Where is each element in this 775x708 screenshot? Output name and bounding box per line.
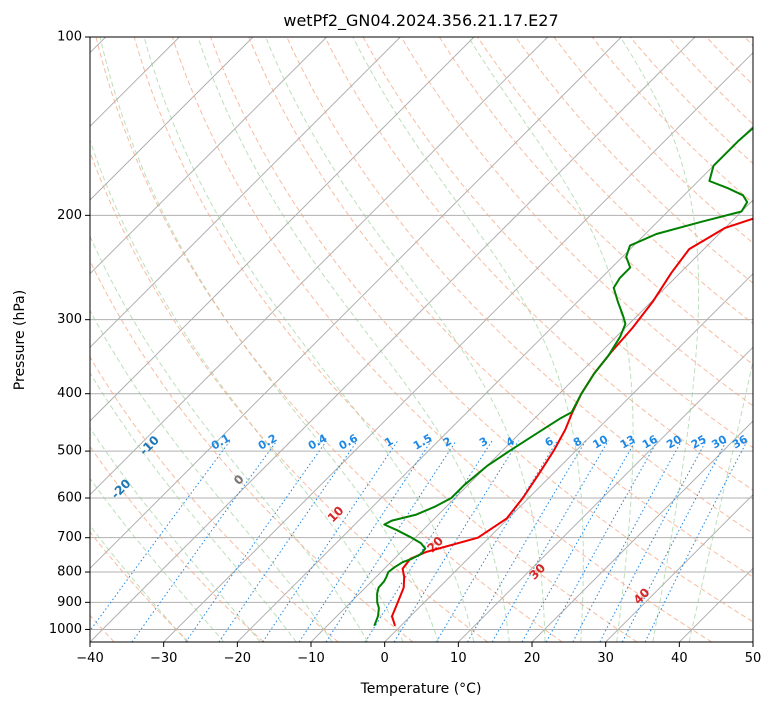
mixing-ratio-line bbox=[435, 440, 558, 642]
mixing-ratio-lines bbox=[90, 440, 748, 642]
mixing-ratio-line bbox=[185, 440, 328, 642]
mixing-ratio-line bbox=[572, 440, 683, 642]
mixing-ratio-line bbox=[644, 440, 748, 642]
moist-adiabat bbox=[90, 427, 261, 642]
moist-adiabats bbox=[90, 37, 753, 642]
plot-frame bbox=[89, 36, 754, 643]
moist-adiabat bbox=[90, 235, 369, 642]
y-tick-label: 800 bbox=[57, 565, 82, 580]
moist-adiabat bbox=[197, 37, 510, 642]
chart-title: wetPf2_GN04.2024.356.21.17.E27 bbox=[283, 11, 558, 31]
moist-adiabat bbox=[265, 37, 546, 642]
dry-adiabat bbox=[90, 150, 488, 642]
y-tick-label: 1000 bbox=[49, 622, 82, 637]
isotherm bbox=[457, 346, 753, 642]
mixing-ratio-line bbox=[491, 440, 609, 642]
moist-adiabat bbox=[619, 37, 700, 642]
x-tick-label: 50 bbox=[745, 651, 762, 666]
mixing-ratio-line bbox=[545, 440, 659, 642]
dry-adiabat bbox=[515, 37, 753, 284]
x-tick-label: 30 bbox=[597, 651, 614, 666]
mixing-ratio-line bbox=[393, 440, 520, 642]
pressure-gridlines bbox=[90, 37, 753, 630]
mixing-ratio-line bbox=[90, 440, 231, 632]
dry-adiabat bbox=[210, 37, 753, 623]
mixing-ratio-line bbox=[325, 440, 457, 642]
isotherm bbox=[90, 37, 401, 349]
x-tick-label: −20 bbox=[224, 651, 251, 666]
x-tick-label: −10 bbox=[297, 651, 324, 666]
isotherm bbox=[605, 493, 753, 642]
isotherm bbox=[531, 420, 753, 642]
isotherm bbox=[384, 272, 753, 642]
dry-adiabat bbox=[133, 37, 638, 642]
dry-adiabat bbox=[438, 37, 753, 366]
x-tick-label: 10 bbox=[450, 651, 467, 666]
dry-adiabat bbox=[171, 37, 712, 642]
mixing-ratio-line bbox=[467, 440, 587, 642]
x-tick-label: 20 bbox=[524, 651, 541, 666]
dewpoint-profile bbox=[373, 126, 753, 627]
dry-adiabat bbox=[90, 445, 264, 642]
isotherm bbox=[90, 37, 696, 642]
isotherm bbox=[163, 51, 753, 642]
mixing-ratio-line bbox=[131, 440, 278, 642]
isotherms bbox=[90, 37, 753, 642]
moist-adiabat bbox=[352, 37, 584, 642]
y-tick-label: 500 bbox=[57, 444, 82, 459]
x-tick-label: 0 bbox=[381, 651, 389, 666]
isotherm bbox=[90, 37, 549, 496]
y-tick-label: 600 bbox=[57, 491, 82, 506]
isotherm bbox=[90, 37, 622, 570]
moist-adiabat bbox=[90, 477, 225, 642]
dry-adiabat bbox=[324, 37, 753, 491]
dry-adiabat bbox=[90, 356, 339, 642]
y-axis-ticks: 100 200 300 400 500 600 700 800 900 1000 bbox=[49, 30, 90, 637]
isotherm bbox=[90, 37, 254, 201]
mixing-ratio-line bbox=[521, 440, 637, 642]
moist-adiabat bbox=[90, 371, 297, 642]
moist-adiabat bbox=[143, 37, 475, 642]
x-axis-ticks: −40 −30 −20 −10 0 10 20 30 40 50 bbox=[76, 642, 761, 666]
y-tick-label: 900 bbox=[57, 595, 82, 610]
y-tick-label: 400 bbox=[57, 386, 82, 401]
dry-adiabat bbox=[90, 259, 414, 642]
isotherm bbox=[90, 37, 475, 422]
mixing-ratio-line bbox=[298, 440, 432, 642]
moist-adiabat bbox=[90, 138, 404, 642]
dry-adiabat bbox=[95, 37, 563, 642]
isotherm bbox=[90, 37, 328, 275]
y-tick-label: 200 bbox=[57, 208, 82, 223]
moist-adiabat bbox=[90, 309, 333, 642]
y-tick-label: 300 bbox=[57, 312, 82, 327]
mixing-ratio-line bbox=[262, 440, 399, 642]
plot-area: -100-90-80-70-60-50-40-30-20-10010203040… bbox=[90, 37, 753, 642]
y-tick-label: 700 bbox=[57, 530, 82, 545]
x-tick-label: 40 bbox=[671, 651, 688, 666]
x-tick-label: −40 bbox=[76, 651, 103, 666]
moist-adiabat bbox=[688, 358, 753, 642]
y-axis-label: Pressure (hPa) bbox=[12, 290, 28, 390]
mixing-ratio-line bbox=[364, 440, 493, 642]
moist-adiabat bbox=[99, 37, 439, 642]
dry-adiabat bbox=[90, 531, 190, 642]
dry-adiabats bbox=[90, 37, 753, 642]
dry-adiabat bbox=[400, 37, 753, 407]
x-tick-label: −30 bbox=[150, 651, 177, 666]
sounding-profiles bbox=[373, 126, 753, 627]
dry-adiabat bbox=[248, 37, 753, 578]
x-axis-label: Temperature (°C) bbox=[360, 681, 482, 697]
y-tick-label: 100 bbox=[57, 30, 82, 45]
